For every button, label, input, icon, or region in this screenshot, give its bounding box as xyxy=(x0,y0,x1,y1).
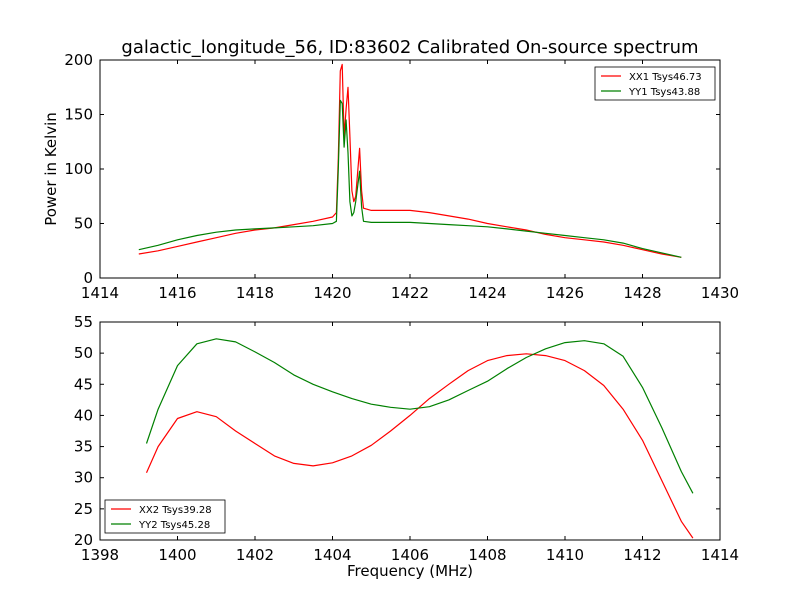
axes-frame xyxy=(99,321,721,541)
x-tick-label: 1410 xyxy=(546,546,584,564)
y-axis-label: Power in Kelvin xyxy=(42,112,60,226)
x-tick-label: 1408 xyxy=(468,546,506,564)
y-tick-label: 150 xyxy=(64,106,93,124)
x-tick-label: 1422 xyxy=(391,284,429,302)
top-panel: 1414 1416 1418 1420 1422 1424 1426 1428 1430 0 50 1… xyxy=(42,51,739,302)
series-line-2 xyxy=(138,99,682,258)
x-tick-label: 1402 xyxy=(236,546,274,564)
y-tick-label: 40 xyxy=(74,406,93,424)
axes-frame xyxy=(99,59,721,279)
y-tick-label: 200 xyxy=(64,51,93,69)
y-tick-label: 100 xyxy=(64,160,93,178)
y-tick-label: 45 xyxy=(74,375,93,393)
x-tick-label: 1404 xyxy=(313,546,351,564)
legend-label: XX2 Tsys39.28 xyxy=(139,505,212,516)
x-tick-label: 1398 xyxy=(81,546,119,564)
bottom-panel: 1398 1400 1402 1404 1406 1408 1410 1412 1414 20 25… xyxy=(74,313,739,580)
y-tick-label: 50 xyxy=(74,215,93,233)
legend-box xyxy=(594,66,716,101)
x-tick-label: 1424 xyxy=(468,284,506,302)
y-tick-label: 50 xyxy=(74,344,93,362)
legend-label: YY2 Tsys45.28 xyxy=(138,520,210,531)
x-tick-label: 1428 xyxy=(623,284,661,302)
series-line-1 xyxy=(145,353,694,539)
legend-box xyxy=(104,499,226,534)
y-tick-label: 55 xyxy=(74,313,93,331)
y-tick-label: 30 xyxy=(74,469,93,487)
x-tick-label: 1416 xyxy=(158,284,196,302)
chart-title: galactic_longitude_56, ID:83602 Calibrat… xyxy=(121,37,698,58)
x-tick-label: 1400 xyxy=(158,546,196,564)
y-tick-label: 0 xyxy=(83,269,93,287)
x-tick-label: 1414 xyxy=(81,284,119,302)
x-tick-label: 1420 xyxy=(313,284,351,302)
x-tick-label: 1412 xyxy=(623,546,661,564)
legend-label: XX1 Tsys46.73 xyxy=(629,72,702,83)
y-tick-label: 20 xyxy=(74,531,93,549)
series-line-2 xyxy=(145,338,694,494)
x-tick-label: 1414 xyxy=(701,546,739,564)
legend-label: YY1 Tsys43.88 xyxy=(628,87,700,98)
x-axis-label: Frequency (MHz) xyxy=(347,562,473,580)
y-tick-label: 35 xyxy=(74,438,93,456)
x-tick-label: 1430 xyxy=(701,284,739,302)
x-tick-label: 1406 xyxy=(391,546,429,564)
y-tick-label: 25 xyxy=(74,500,93,518)
x-tick-label: 1418 xyxy=(236,284,274,302)
x-tick-label: 1426 xyxy=(546,284,584,302)
